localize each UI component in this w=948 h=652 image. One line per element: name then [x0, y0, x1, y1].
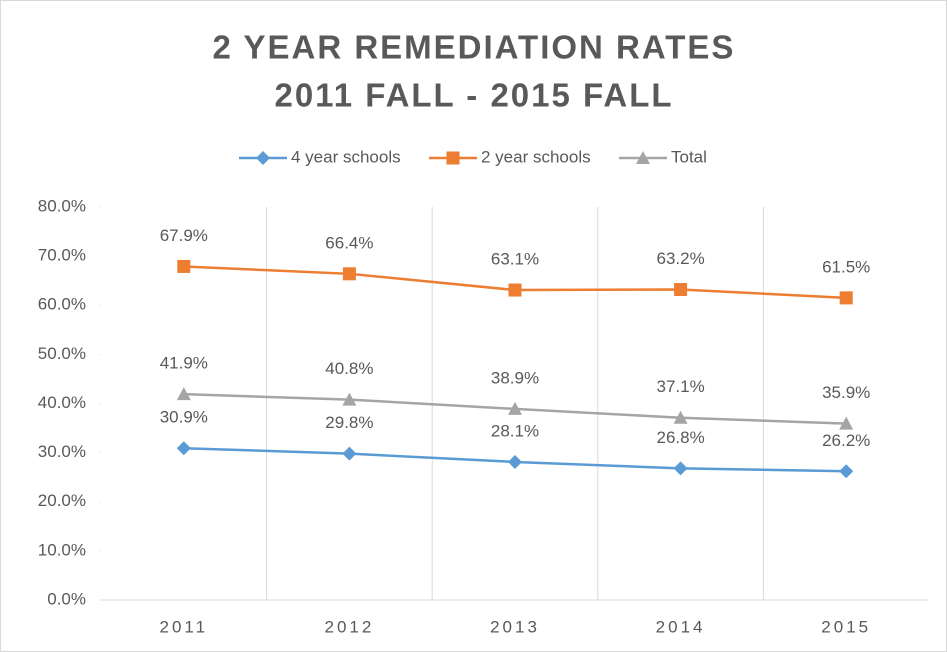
marker [342, 392, 357, 406]
marker [342, 446, 357, 461]
marker [256, 151, 270, 165]
data-label: 63.1% [491, 250, 539, 269]
data-label: 41.9% [160, 354, 208, 373]
data-label: 35.9% [822, 383, 870, 402]
marker [176, 387, 191, 401]
chart-title: 2 YEAR REMEDIATION RATES [213, 29, 736, 66]
marker [508, 401, 522, 415]
y-tick-label: 80.0% [38, 196, 86, 215]
data-label: 26.2% [822, 431, 870, 450]
data-label: 66.4% [325, 233, 373, 252]
marker [508, 283, 522, 297]
marker [342, 267, 356, 281]
legend-label: 4 year schools [291, 147, 401, 166]
marker [636, 151, 650, 164]
marker [177, 259, 191, 273]
x-tick-label: 2013 [490, 617, 540, 636]
data-label: 63.2% [656, 249, 704, 268]
legend-label: 2 year schools [481, 147, 591, 166]
legend-label: Total [671, 147, 707, 166]
y-tick-label: 60.0% [38, 295, 86, 314]
data-label: 40.8% [325, 359, 373, 378]
data-label: 61.5% [822, 257, 870, 276]
y-tick-label: 0.0% [47, 589, 86, 608]
marker [839, 464, 854, 479]
data-label: 67.9% [160, 226, 208, 245]
marker [673, 410, 688, 424]
marker [176, 441, 191, 456]
x-tick-label: 2011 [160, 617, 209, 636]
x-tick-label: 2012 [324, 617, 374, 636]
x-tick-label: 2015 [821, 617, 871, 636]
marker [446, 151, 460, 165]
marker [839, 416, 854, 430]
marker [508, 454, 522, 469]
y-tick-label: 10.0% [38, 540, 86, 559]
y-tick-label: 50.0% [38, 344, 86, 363]
data-label: 26.8% [656, 428, 704, 447]
data-label: 38.9% [491, 368, 539, 387]
marker [673, 461, 688, 476]
chart-subtitle: 2011 FALL - 2015 FALL [274, 77, 673, 114]
y-tick-label: 70.0% [38, 246, 86, 265]
data-label: 37.1% [656, 377, 704, 396]
x-tick-label: 2014 [656, 617, 706, 636]
marker [674, 283, 688, 297]
y-tick-label: 40.0% [38, 393, 86, 412]
y-tick-label: 30.0% [38, 442, 86, 461]
data-label: 30.9% [160, 408, 208, 427]
marker [839, 291, 853, 305]
y-tick-label: 20.0% [38, 491, 86, 510]
data-label: 28.1% [491, 421, 539, 440]
data-label: 29.8% [325, 413, 373, 432]
